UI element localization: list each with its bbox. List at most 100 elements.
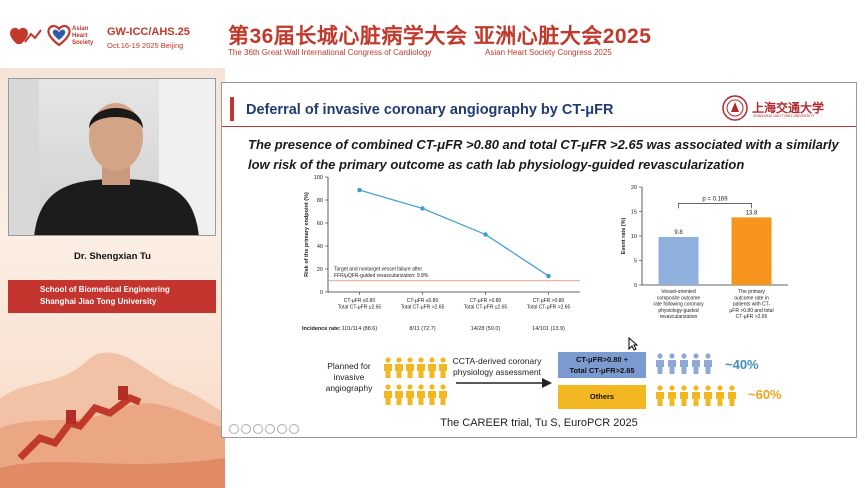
risk-data-point <box>483 232 488 237</box>
y-tick-label: 20 <box>317 267 323 273</box>
x-tick-label: rate following coronary <box>653 302 704 308</box>
title-divider <box>222 126 856 127</box>
zoom-icon[interactable] <box>277 424 287 434</box>
pen-tool-icon[interactable] <box>253 424 263 434</box>
x-tick-label: composite outcome <box>657 295 701 301</box>
x-tick-label: Total CT-μFR >2.65 <box>401 305 445 311</box>
person-icon <box>428 384 436 405</box>
reference-label: FFR/μQFR-guided revascularization: 9.8% <box>334 273 429 279</box>
x-tick-label: CT-μFR ≤0.80 <box>344 298 376 304</box>
great-wall-illustration-icon <box>0 352 225 488</box>
event-rate-bar <box>658 236 699 285</box>
person-icon <box>668 385 676 406</box>
slide-title: Deferral of invasive coronary angiograph… <box>246 102 614 118</box>
person-icon <box>406 357 414 378</box>
more-options-icon[interactable] <box>289 424 299 434</box>
arrow-right-icon <box>456 378 552 388</box>
title-accent-bar <box>230 97 234 121</box>
y-tick-label: 60 <box>317 221 323 227</box>
person-icon <box>428 357 436 378</box>
percent-orange: ~60% <box>748 387 782 402</box>
risk-series-line <box>359 189 549 277</box>
y-tick-label: 20 <box>631 185 637 191</box>
percent-blue: ~40% <box>725 357 759 372</box>
x-tick-label: revascularization <box>660 314 698 320</box>
person-icon <box>668 353 676 374</box>
person-icon <box>680 353 688 374</box>
patient-group-blue-icon <box>656 353 712 374</box>
y-tick-label: 15 <box>631 210 637 216</box>
affiliation-line: School of Biomedical Engineering <box>40 285 170 294</box>
ahs-heart-logo-icon <box>47 24 71 46</box>
person-icon <box>395 384 403 405</box>
slides-overview-icon[interactable] <box>265 424 275 434</box>
person-icon <box>417 357 425 378</box>
next-slide-icon[interactable] <box>241 424 251 434</box>
person-icon <box>439 384 447 405</box>
criteria-line: Total CT-μFR>2.65 <box>569 366 635 375</box>
person-icon <box>728 385 736 406</box>
risk-data-point <box>357 187 362 193</box>
criteria-line: CT-μFR>0.80 + <box>575 355 629 364</box>
incidence-label: Incidence rate: <box>302 326 341 332</box>
person-icon <box>395 357 403 378</box>
congress-title-en-gw: The 36th Great Wall International Congre… <box>228 48 432 57</box>
y-tick-label: 80 <box>317 198 323 204</box>
x-tick-label: CT-μFR >0.80 <box>470 298 502 304</box>
citation: The CAREER trial, Tu S, EuroPCR 2025 <box>440 417 638 429</box>
sjtu-seal-icon <box>722 95 748 121</box>
planned-angiography-label: Planned for invasive angiography <box>325 361 373 393</box>
others-box: Others <box>558 385 646 409</box>
person-icon <box>384 384 392 405</box>
incidence-value: 101/114 (88.6) <box>342 326 378 332</box>
p-value-bracket <box>678 203 752 209</box>
person-icon <box>439 357 447 378</box>
ccta-assessment-label: CCTA-derived coronary physiology assessm… <box>452 356 542 377</box>
y-axis-label: Event rate (%) <box>621 217 627 254</box>
slide-toolbar[interactable] <box>228 423 308 435</box>
mouse-cursor-icon <box>628 337 638 351</box>
society-name: Asian Heart Society <box>72 26 94 46</box>
affiliation-line: Shanghai Jiao Tong University <box>40 297 157 306</box>
x-tick-label: The primary <box>738 289 765 295</box>
x-tick-label: CT-μFR >2.65 <box>736 314 768 320</box>
bar-value-label: 9.8 <box>674 230 683 236</box>
university-name-cn: 上海交通大学 <box>752 101 825 115</box>
x-tick-label: Total CT-μFR >2.65 <box>527 305 571 311</box>
x-tick-label: CT-μFR ≤0.80 <box>407 298 439 304</box>
y-tick-label: 0 <box>320 290 323 296</box>
congress-title-cn: 第36届长城心脏病学大会 亚洲心脏大会2025 <box>228 25 652 48</box>
event-date: Oct.16-19 2025 Beijing <box>107 41 184 50</box>
y-tick-label: 40 <box>317 244 323 250</box>
event-rate-bar <box>731 217 772 285</box>
person-icon <box>384 357 392 378</box>
incidence-value: 14/28 (50.0) <box>471 326 501 332</box>
speaker-silhouette-icon <box>9 79 215 235</box>
y-tick-label: 5 <box>634 259 637 265</box>
patient-group-orange-icon <box>656 385 736 406</box>
person-icon <box>704 385 712 406</box>
y-tick-label: 0 <box>634 283 637 289</box>
presentation-slide: Deferral of invasive coronary angiograph… <box>221 82 857 438</box>
slide-subtitle: The presence of combined CT-μFR >0.80 an… <box>248 137 839 172</box>
x-tick-label: Vessel-oriented <box>661 289 696 295</box>
risk-line-chart: 0 20 40 60 80 100 Risk of the primary endpoint… <box>302 175 580 332</box>
criteria-box-blue: CT-μFR>0.80 + Total CT-μFR>2.65 <box>558 352 646 378</box>
person-icon <box>704 353 712 374</box>
incidence-value: 8/11 (72.7) <box>409 326 435 332</box>
person-icon <box>406 384 414 405</box>
y-axis-label: Risk of the primary endpoint (%) <box>304 192 310 277</box>
x-tick-label: physiology-guided <box>658 308 699 314</box>
congress-title-en-ahs: Asian Heart Society Congress 2025 <box>485 48 612 57</box>
y-tick-label: 10 <box>631 234 637 240</box>
person-icon <box>716 385 724 406</box>
university-name-en: SHANGHAI JIAO TONG UNIVERSITY <box>753 114 815 118</box>
risk-data-point <box>420 206 425 211</box>
bar-value-label: 13.8 <box>746 210 758 216</box>
person-icon <box>692 353 700 374</box>
x-tick-label: Total CT-μFR ≤2.65 <box>464 305 508 311</box>
person-icon <box>656 385 664 406</box>
x-tick-label: outcome rate in <box>734 295 769 301</box>
prev-slide-icon[interactable] <box>229 424 239 434</box>
person-icon <box>417 384 425 405</box>
